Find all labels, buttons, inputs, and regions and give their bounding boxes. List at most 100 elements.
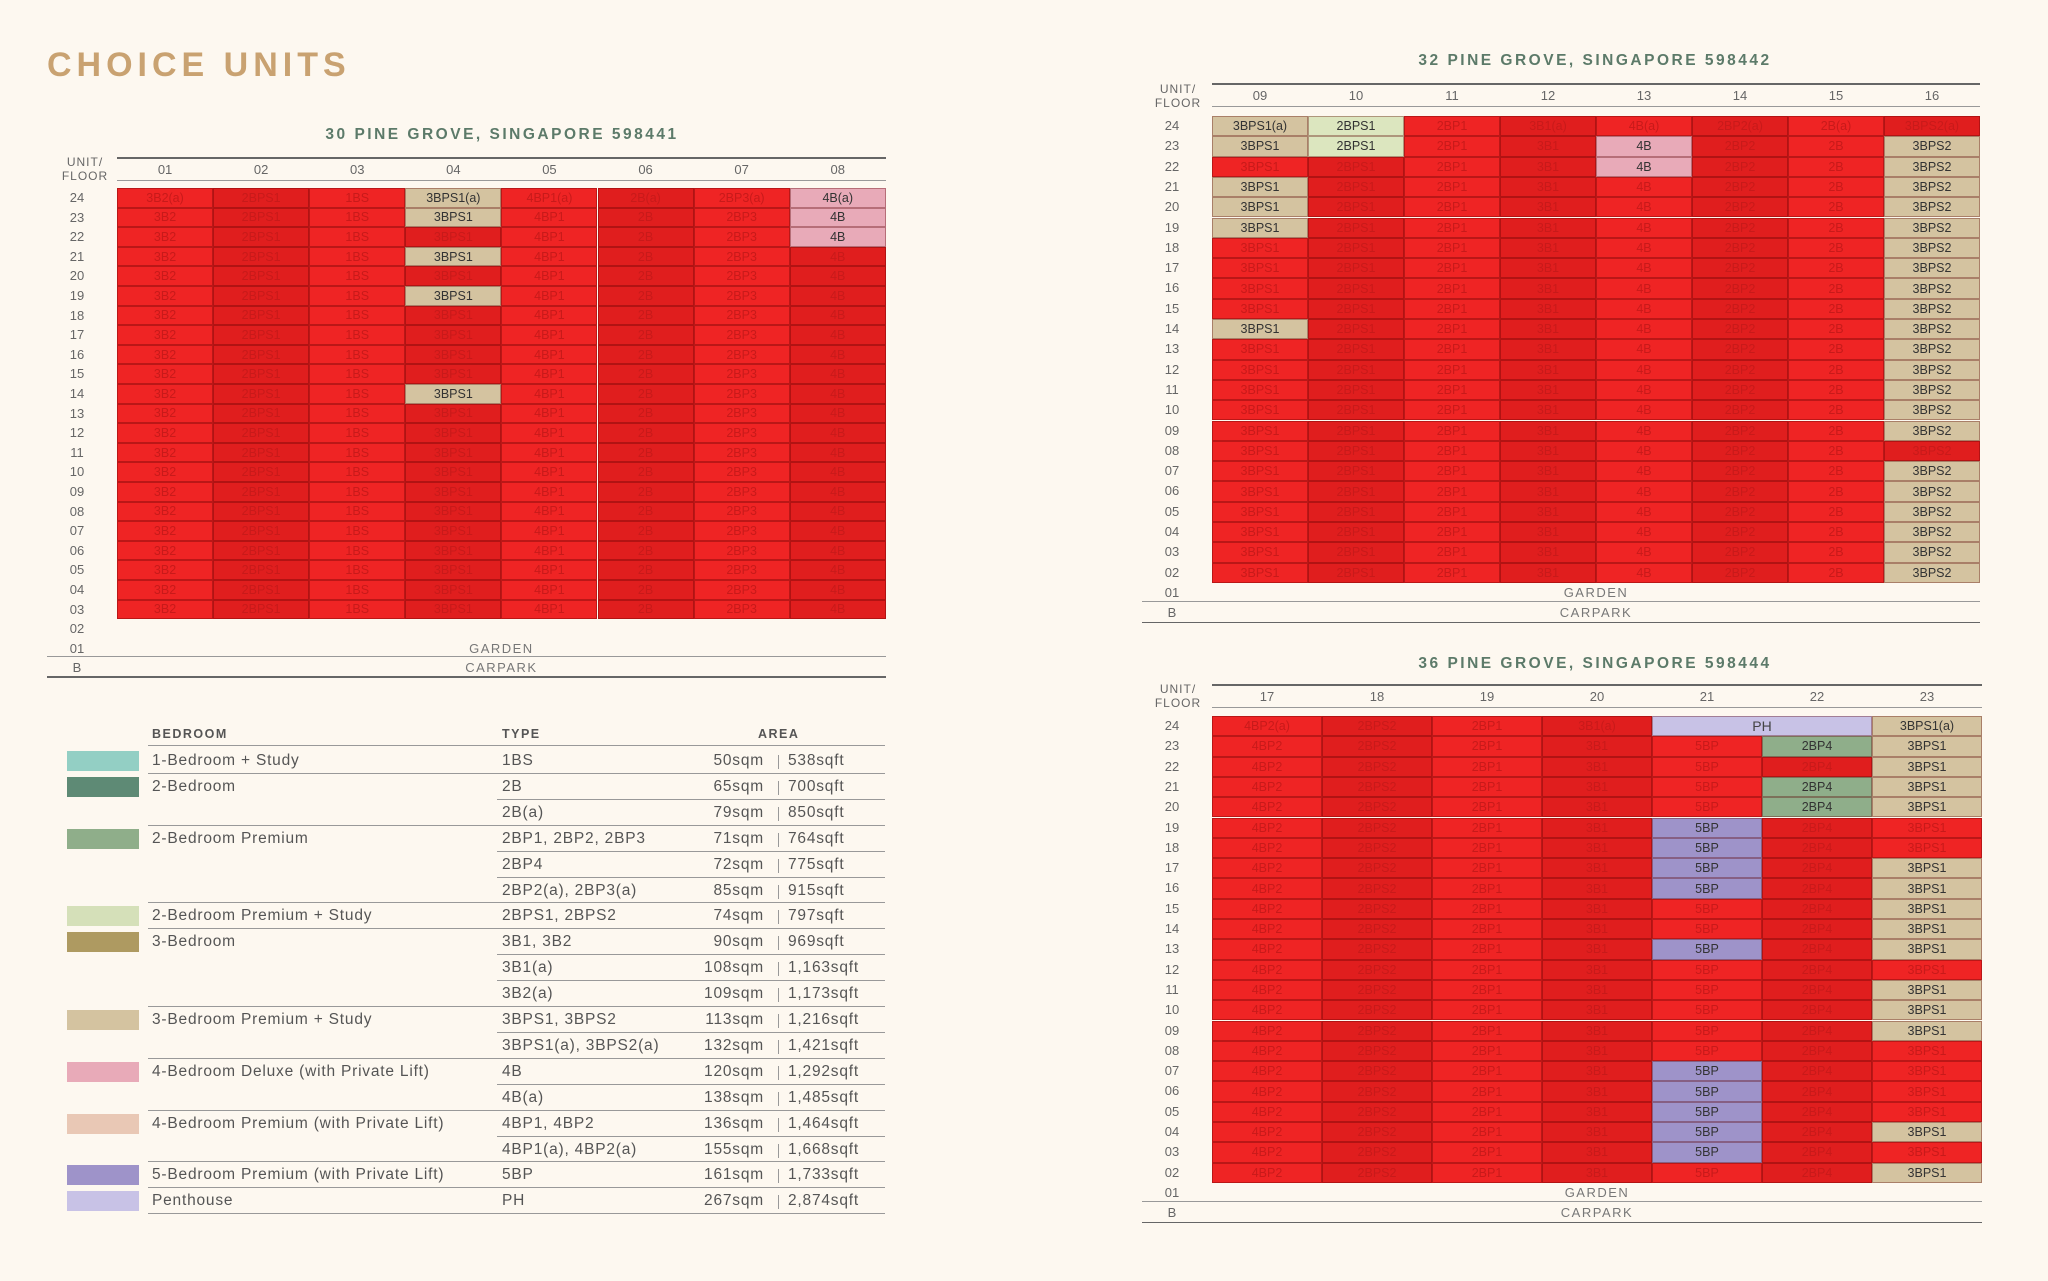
unit-cell-sold[interactable]: 3B1 xyxy=(1500,461,1596,482)
unit-cell-sold[interactable]: 1BS xyxy=(309,521,406,541)
unit-cell-sold[interactable]: 3BPS1 xyxy=(405,403,502,424)
unit-cell-sold[interactable]: 2BP1 xyxy=(1432,1081,1542,1102)
unit-cell-sold[interactable]: 3B1 xyxy=(1542,959,1652,980)
unit-cell-sold[interactable]: 3B2 xyxy=(117,246,214,267)
unit-cell-available[interactable]: 3BPS2 xyxy=(1884,298,1980,319)
unit-cell-sold[interactable]: 4B xyxy=(789,384,886,404)
unit-cell-sold[interactable]: 2BP1 xyxy=(1404,116,1500,137)
unit-cell-sold[interactable]: 4B xyxy=(1596,176,1692,198)
unit-cell-sold[interactable]: 4BP2 xyxy=(1212,959,1322,980)
unit-cell-available[interactable]: 3BPS2 xyxy=(1884,481,1980,502)
unit-cell-sold[interactable]: 4B xyxy=(789,521,886,541)
unit-cell-available[interactable]: 4B xyxy=(1596,156,1692,177)
unit-cell-sold[interactable]: 2BP1 xyxy=(1404,481,1500,502)
unit-cell-available[interactable]: 3BPS2 xyxy=(1884,237,1980,259)
unit-cell-sold[interactable]: 5BP xyxy=(1652,979,1762,1001)
unit-cell-sold[interactable]: 3B2 xyxy=(117,266,214,286)
unit-cell-available[interactable]: 3BPS1 xyxy=(1872,939,1982,960)
unit-cell-sold[interactable]: 2B xyxy=(597,442,694,463)
unit-cell-sold[interactable]: 3B1 xyxy=(1500,258,1596,279)
unit-cell-sold[interactable]: 3BPS1 xyxy=(1212,461,1308,482)
unit-cell-sold[interactable]: 2BPS1 xyxy=(1308,258,1404,279)
unit-cell-sold[interactable]: 4BP2 xyxy=(1212,1061,1322,1082)
unit-cell-sold[interactable]: 4B xyxy=(1596,298,1692,319)
unit-cell-sold[interactable]: 3BPS1 xyxy=(405,501,502,522)
unit-cell-available[interactable]: 5BP xyxy=(1652,1101,1762,1122)
unit-cell-sold[interactable]: 2BP1 xyxy=(1432,776,1542,798)
unit-cell-sold[interactable]: 3BPS1 xyxy=(1212,400,1308,421)
unit-cell-available[interactable]: 2BP4 xyxy=(1762,736,1872,757)
unit-cell-sold[interactable]: 3B2 xyxy=(117,286,214,306)
unit-cell-sold[interactable]: 3BPS1 xyxy=(1212,278,1308,299)
unit-cell-sold[interactable]: 2B xyxy=(1788,440,1884,462)
unit-cell-sold[interactable]: 2BP2 xyxy=(1692,258,1788,279)
unit-cell-sold[interactable]: 5BP xyxy=(1652,756,1762,777)
unit-cell-sold[interactable]: 2BP2 xyxy=(1692,278,1788,299)
unit-cell-sold[interactable]: 3B1 xyxy=(1542,979,1652,1001)
unit-cell-sold[interactable]: 2BP4 xyxy=(1762,1000,1872,1021)
unit-cell-sold[interactable]: 4B xyxy=(789,266,886,286)
unit-cell-sold[interactable]: 2B xyxy=(1788,319,1884,340)
unit-cell-sold[interactable]: 3BPS1 xyxy=(405,462,502,482)
unit-cell-sold[interactable]: 2B xyxy=(597,305,694,326)
unit-cell-sold[interactable]: 3B1 xyxy=(1500,217,1596,238)
unit-cell-sold[interactable]: 3BPS1 xyxy=(1212,420,1308,441)
unit-cell-available[interactable]: 3BPS1 xyxy=(1872,756,1982,777)
unit-cell-sold[interactable]: 3BPS1 xyxy=(1872,959,1982,980)
unit-cell-sold[interactable]: 3BPS1 xyxy=(1212,522,1308,543)
unit-cell-sold[interactable]: 3BPS1 xyxy=(1872,817,1982,838)
unit-cell-sold[interactable]: 2BPS1 xyxy=(1308,542,1404,563)
unit-cell-sold[interactable]: 2BP4 xyxy=(1762,1162,1872,1183)
unit-cell-available[interactable]: 5BP xyxy=(1652,1081,1762,1102)
unit-cell-sold[interactable]: 3BPS1 xyxy=(1212,359,1308,380)
unit-cell-sold[interactable]: 3B1 xyxy=(1500,522,1596,543)
unit-cell-sold[interactable]: 2BP4 xyxy=(1762,1061,1872,1082)
unit-cell-sold[interactable]: 2B xyxy=(1788,359,1884,380)
unit-cell-sold[interactable]: 2B xyxy=(597,286,694,306)
unit-cell-sold[interactable]: 2BP1 xyxy=(1404,258,1500,279)
unit-cell-sold[interactable]: 3B1 xyxy=(1542,898,1652,919)
unit-cell-sold[interactable]: 1BS xyxy=(309,580,406,600)
unit-cell-sold[interactable]: 3B1 xyxy=(1542,1000,1652,1021)
unit-cell-sold[interactable]: 4BP1 xyxy=(501,227,598,247)
unit-cell-sold[interactable]: 2BPS1 xyxy=(213,246,310,267)
unit-cell-sold[interactable]: 3BPS1 xyxy=(1872,1101,1982,1122)
unit-cell-sold[interactable]: 2BP2 xyxy=(1692,562,1788,583)
unit-cell-available[interactable]: 3BPS1 xyxy=(1212,319,1308,340)
unit-cell-available[interactable]: 3BPS2 xyxy=(1884,339,1980,360)
unit-cell-sold[interactable]: 4BP2 xyxy=(1212,1122,1322,1143)
unit-cell-sold[interactable]: 2BP1 xyxy=(1404,359,1500,380)
unit-cell-sold[interactable]: 4B xyxy=(1596,237,1692,259)
unit-cell-sold[interactable]: 5BP xyxy=(1652,898,1762,919)
unit-cell-sold[interactable]: 2B xyxy=(1788,481,1884,502)
unit-cell-sold[interactable]: 2BPS1 xyxy=(1308,522,1404,543)
unit-cell-sold[interactable]: 1BS xyxy=(309,286,406,306)
unit-cell-available[interactable]: 3BPS1 xyxy=(1872,919,1982,940)
unit-cell-sold[interactable]: 4B xyxy=(1596,197,1692,218)
unit-cell-sold[interactable]: 3B2 xyxy=(117,344,214,365)
unit-cell-sold[interactable]: 2BP2 xyxy=(1692,522,1788,543)
unit-cell-sold[interactable]: 2BPS1 xyxy=(1308,400,1404,421)
unit-cell-available[interactable]: 3BPS2 xyxy=(1884,197,1980,218)
unit-cell-sold[interactable]: 4BP2 xyxy=(1212,797,1322,818)
unit-cell-sold[interactable]: 2BP1 xyxy=(1404,379,1500,401)
unit-cell-sold[interactable]: 4BP1 xyxy=(501,521,598,541)
unit-cell-sold[interactable]: 4B xyxy=(789,325,886,345)
unit-cell-sold[interactable]: 3B2 xyxy=(117,462,214,482)
unit-cell-sold[interactable]: 2BPS1 xyxy=(1308,440,1404,462)
unit-cell-sold[interactable]: 3BPS1 xyxy=(405,364,502,384)
unit-cell-sold[interactable]: 2BP1 xyxy=(1432,1061,1542,1082)
unit-cell-sold[interactable]: 3B1 xyxy=(1500,379,1596,401)
unit-cell-sold[interactable]: 3B1 xyxy=(1500,237,1596,259)
unit-cell-sold[interactable]: 3B1 xyxy=(1500,339,1596,360)
unit-cell-sold[interactable]: 4B(a) xyxy=(1596,116,1692,137)
unit-cell-sold[interactable]: 4B xyxy=(1596,319,1692,340)
unit-cell-sold[interactable]: 3BPS1 xyxy=(1872,1081,1982,1102)
unit-cell-sold[interactable]: 2B xyxy=(597,403,694,424)
unit-cell-sold[interactable]: 4BP2 xyxy=(1212,1162,1322,1183)
unit-cell-sold[interactable]: 4BP2 xyxy=(1212,1142,1322,1163)
unit-cell-sold[interactable]: 4BP2 xyxy=(1212,979,1322,1001)
unit-cell-available[interactable]: 2BPS1 xyxy=(1308,136,1404,157)
unit-cell-sold[interactable]: 2BP4 xyxy=(1762,919,1872,940)
unit-cell-sold[interactable]: 1BS xyxy=(309,540,406,561)
